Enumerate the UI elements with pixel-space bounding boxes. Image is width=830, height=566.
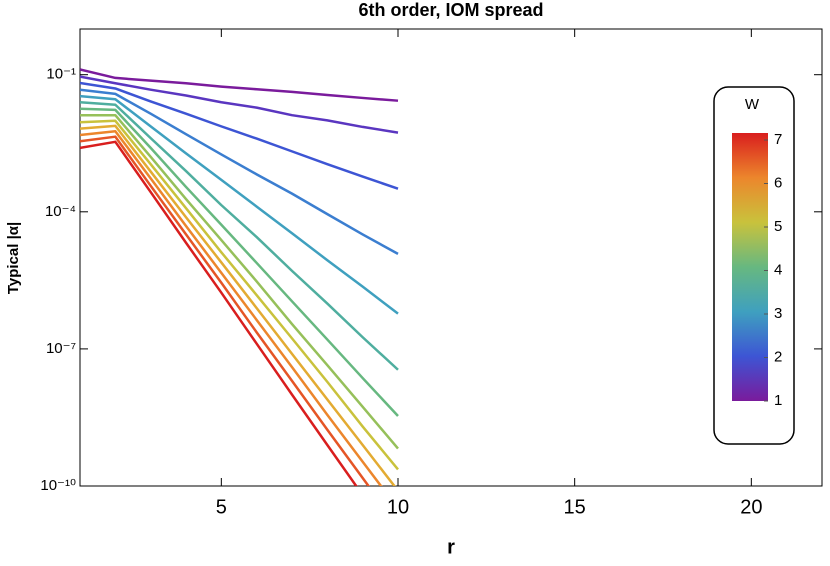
x-tick-label: 20 — [740, 496, 762, 518]
series-line — [80, 113, 399, 450]
series-line — [80, 94, 399, 315]
series-line — [80, 140, 358, 486]
series-line — [80, 124, 396, 486]
y-tick-label: 10⁻⁷ — [46, 340, 76, 357]
colorbar-tick-label: 7 — [774, 131, 782, 148]
colorbar-tick-label: 2 — [774, 348, 782, 365]
series-line — [80, 88, 399, 255]
series-line — [80, 107, 399, 417]
lines-group — [80, 68, 399, 486]
y-tick-label: 10⁻¹ — [46, 66, 76, 83]
series-line — [80, 68, 399, 102]
y-tick-label: 10⁻⁴ — [45, 203, 76, 220]
series-line — [80, 135, 371, 486]
colorbar-tick-label: 4 — [774, 261, 782, 278]
x-tick-label: 15 — [564, 496, 586, 518]
x-tick-label: 10 — [387, 496, 409, 518]
y-axis-label: Typical |α| — [5, 222, 22, 294]
colorbar-tick-label: 6 — [774, 174, 782, 191]
colorbar-tick-label: 1 — [774, 392, 782, 409]
series-line — [80, 100, 399, 371]
series-line — [80, 119, 399, 471]
colorbar-title: W — [745, 96, 760, 113]
colorbar-tick-label: 5 — [774, 218, 782, 235]
x-axis-label: r — [447, 536, 455, 558]
colorbar — [732, 133, 768, 401]
series-line — [80, 129, 383, 486]
series-line — [80, 75, 399, 134]
colorbar-tick-label: 3 — [774, 305, 782, 322]
x-tick-label: 5 — [216, 496, 227, 518]
y-tick-label: 10⁻¹⁰ — [40, 477, 76, 494]
chart-title: 6th order, IOM spread — [358, 0, 543, 20]
plot-frame — [79, 28, 823, 487]
series-line — [80, 81, 399, 190]
